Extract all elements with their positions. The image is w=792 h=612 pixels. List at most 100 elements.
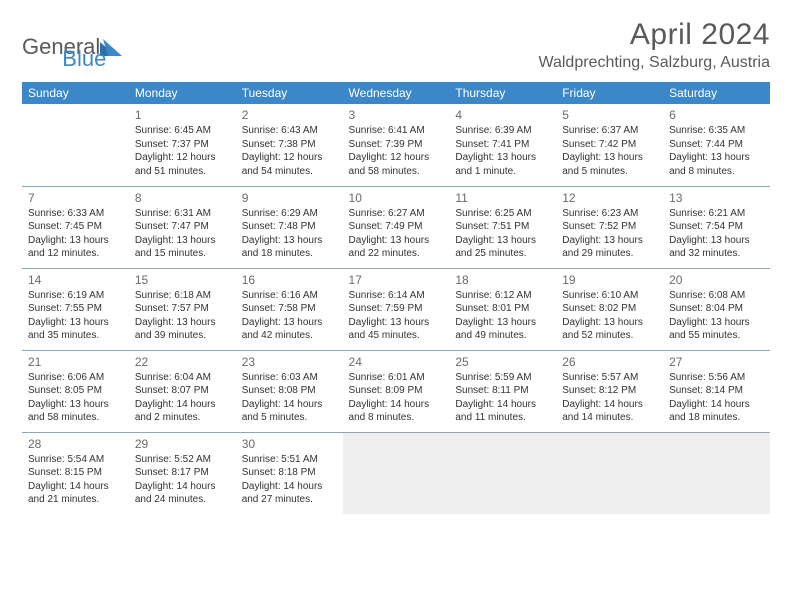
sunset-text: Sunset: 7:38 PM xyxy=(242,138,337,152)
calendar-cell: 12Sunrise: 6:23 AMSunset: 7:52 PMDayligh… xyxy=(556,186,663,268)
daylight-text: and 5 minutes. xyxy=(562,165,657,179)
sunset-text: Sunset: 7:44 PM xyxy=(669,138,764,152)
day-number: 1 xyxy=(135,107,230,123)
daylight-text: Daylight: 12 hours xyxy=(135,151,230,165)
logo-word-blue: Blue xyxy=(62,46,106,72)
daylight-text: and 55 minutes. xyxy=(669,329,764,343)
weekday-heading: Tuesday xyxy=(236,82,343,104)
day-number: 14 xyxy=(28,272,123,288)
calendar-cell: 10Sunrise: 6:27 AMSunset: 7:49 PMDayligh… xyxy=(343,186,450,268)
daylight-text: Daylight: 12 hours xyxy=(349,151,444,165)
calendar-cell: 17Sunrise: 6:14 AMSunset: 7:59 PMDayligh… xyxy=(343,268,450,350)
daylight-text: and 8 minutes. xyxy=(669,165,764,179)
daylight-text: and 18 minutes. xyxy=(242,247,337,261)
day-number: 2 xyxy=(242,107,337,123)
calendar-cell: 8Sunrise: 6:31 AMSunset: 7:47 PMDaylight… xyxy=(129,186,236,268)
sunrise-text: Sunrise: 6:35 AM xyxy=(669,124,764,138)
daylight-text: and 42 minutes. xyxy=(242,329,337,343)
weekday-heading: Friday xyxy=(556,82,663,104)
calendar-cell xyxy=(449,432,556,514)
calendar-row: 14Sunrise: 6:19 AMSunset: 7:55 PMDayligh… xyxy=(22,268,770,350)
sunset-text: Sunset: 8:04 PM xyxy=(669,302,764,316)
daylight-text: Daylight: 14 hours xyxy=(135,398,230,412)
sunset-text: Sunset: 8:01 PM xyxy=(455,302,550,316)
calendar-cell: 6Sunrise: 6:35 AMSunset: 7:44 PMDaylight… xyxy=(663,104,770,186)
calendar-cell: 16Sunrise: 6:16 AMSunset: 7:58 PMDayligh… xyxy=(236,268,343,350)
sunset-text: Sunset: 7:49 PM xyxy=(349,220,444,234)
daylight-text: Daylight: 14 hours xyxy=(28,480,123,494)
calendar-row: 7Sunrise: 6:33 AMSunset: 7:45 PMDaylight… xyxy=(22,186,770,268)
day-number: 19 xyxy=(562,272,657,288)
sunrise-text: Sunrise: 6:31 AM xyxy=(135,207,230,221)
daylight-text: Daylight: 12 hours xyxy=(242,151,337,165)
sunset-text: Sunset: 8:17 PM xyxy=(135,466,230,480)
sunrise-text: Sunrise: 6:43 AM xyxy=(242,124,337,138)
daylight-text: Daylight: 14 hours xyxy=(455,398,550,412)
logo: General Blue xyxy=(22,22,106,72)
weekday-heading: Wednesday xyxy=(343,82,450,104)
sunset-text: Sunset: 7:57 PM xyxy=(135,302,230,316)
day-number: 5 xyxy=(562,107,657,123)
daylight-text: Daylight: 13 hours xyxy=(562,316,657,330)
sunset-text: Sunset: 7:52 PM xyxy=(562,220,657,234)
daylight-text: and 52 minutes. xyxy=(562,329,657,343)
sunset-text: Sunset: 7:47 PM xyxy=(135,220,230,234)
daylight-text: and 49 minutes. xyxy=(455,329,550,343)
daylight-text: and 58 minutes. xyxy=(28,411,123,425)
day-number: 22 xyxy=(135,354,230,370)
daylight-text: and 29 minutes. xyxy=(562,247,657,261)
daylight-text: Daylight: 13 hours xyxy=(135,316,230,330)
daylight-text: and 1 minute. xyxy=(455,165,550,179)
sunset-text: Sunset: 8:09 PM xyxy=(349,384,444,398)
calendar-cell: 30Sunrise: 5:51 AMSunset: 8:18 PMDayligh… xyxy=(236,432,343,514)
weekday-heading: Sunday xyxy=(22,82,129,104)
sunrise-text: Sunrise: 6:06 AM xyxy=(28,371,123,385)
sunset-text: Sunset: 7:41 PM xyxy=(455,138,550,152)
calendar-cell: 25Sunrise: 5:59 AMSunset: 8:11 PMDayligh… xyxy=(449,350,556,432)
day-number: 16 xyxy=(242,272,337,288)
sunset-text: Sunset: 7:59 PM xyxy=(349,302,444,316)
sunset-text: Sunset: 7:45 PM xyxy=(28,220,123,234)
day-number: 23 xyxy=(242,354,337,370)
daylight-text: Daylight: 13 hours xyxy=(349,316,444,330)
sunset-text: Sunset: 7:42 PM xyxy=(562,138,657,152)
sunrise-text: Sunrise: 6:16 AM xyxy=(242,289,337,303)
daylight-text: Daylight: 14 hours xyxy=(669,398,764,412)
day-number: 24 xyxy=(349,354,444,370)
calendar-cell: 20Sunrise: 6:08 AMSunset: 8:04 PMDayligh… xyxy=(663,268,770,350)
calendar-cell: 9Sunrise: 6:29 AMSunset: 7:48 PMDaylight… xyxy=(236,186,343,268)
weekday-heading: Thursday xyxy=(449,82,556,104)
calendar-cell xyxy=(343,432,450,514)
daylight-text: Daylight: 13 hours xyxy=(669,234,764,248)
calendar-row: 1Sunrise: 6:45 AMSunset: 7:37 PMDaylight… xyxy=(22,104,770,186)
sunrise-text: Sunrise: 5:54 AM xyxy=(28,453,123,467)
weekday-heading: Monday xyxy=(129,82,236,104)
day-number: 27 xyxy=(669,354,764,370)
daylight-text: Daylight: 13 hours xyxy=(349,234,444,248)
calendar-cell: 27Sunrise: 5:56 AMSunset: 8:14 PMDayligh… xyxy=(663,350,770,432)
sunset-text: Sunset: 7:54 PM xyxy=(669,220,764,234)
sunrise-text: Sunrise: 6:29 AM xyxy=(242,207,337,221)
calendar-cell: 5Sunrise: 6:37 AMSunset: 7:42 PMDaylight… xyxy=(556,104,663,186)
calendar-cell: 11Sunrise: 6:25 AMSunset: 7:51 PMDayligh… xyxy=(449,186,556,268)
day-number: 11 xyxy=(455,190,550,206)
sunrise-text: Sunrise: 6:27 AM xyxy=(349,207,444,221)
daylight-text: and 21 minutes. xyxy=(28,493,123,507)
calendar-cell: 15Sunrise: 6:18 AMSunset: 7:57 PMDayligh… xyxy=(129,268,236,350)
sunrise-text: Sunrise: 6:45 AM xyxy=(135,124,230,138)
daylight-text: and 32 minutes. xyxy=(669,247,764,261)
day-number: 9 xyxy=(242,190,337,206)
calendar-cell: 3Sunrise: 6:41 AMSunset: 7:39 PMDaylight… xyxy=(343,104,450,186)
daylight-text: and 45 minutes. xyxy=(349,329,444,343)
day-number: 15 xyxy=(135,272,230,288)
daylight-text: and 51 minutes. xyxy=(135,165,230,179)
sunrise-text: Sunrise: 6:23 AM xyxy=(562,207,657,221)
calendar-cell: 14Sunrise: 6:19 AMSunset: 7:55 PMDayligh… xyxy=(22,268,129,350)
day-number: 21 xyxy=(28,354,123,370)
sunrise-text: Sunrise: 6:03 AM xyxy=(242,371,337,385)
sunrise-text: Sunrise: 6:10 AM xyxy=(562,289,657,303)
daylight-text: and 15 minutes. xyxy=(135,247,230,261)
day-number: 4 xyxy=(455,107,550,123)
daylight-text: and 14 minutes. xyxy=(562,411,657,425)
sunrise-text: Sunrise: 6:33 AM xyxy=(28,207,123,221)
